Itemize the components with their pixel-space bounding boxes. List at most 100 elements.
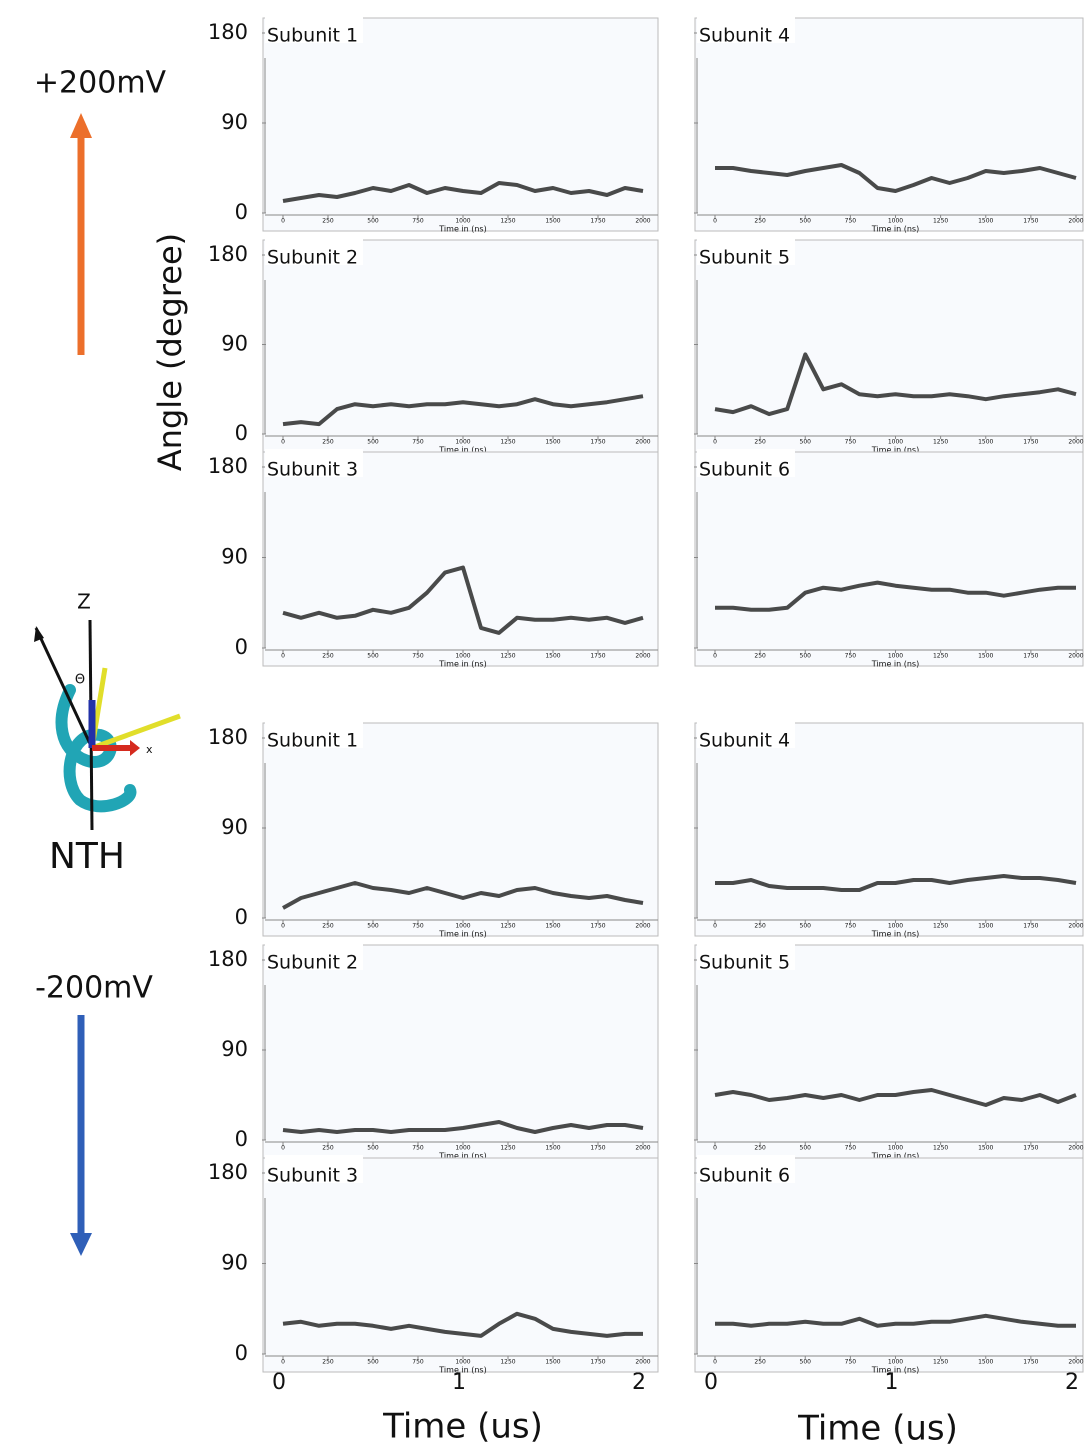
x-tick-label: 1750	[1023, 218, 1038, 225]
x-tick-label: 2000	[1068, 923, 1083, 930]
panel: 0 250 500 750 1000 1250 1500 1750 2000 Time in (n…	[694, 237, 1084, 455]
time-tick-label: 2	[632, 1370, 646, 1395]
x-tick-label: 750	[412, 923, 424, 930]
x-tick-label: 1250	[500, 923, 515, 930]
y-tick-label: 90	[221, 815, 248, 839]
y-tick-label: 180	[208, 725, 248, 749]
panel-title: Subunit 2	[267, 952, 358, 974]
x-tick-label: 0	[281, 1359, 285, 1366]
x-axis-title: Time (us)	[382, 1407, 543, 1447]
y-tick-label: 180	[208, 1160, 248, 1184]
x-tick-label: 2000	[635, 1145, 650, 1152]
x-axis-title: Time (us)	[797, 1409, 958, 1448]
panel: 0 250 500 750 1000 1250 1500 1750 2000 Time in (n…	[694, 720, 1084, 939]
x-tick-label: 2000	[1068, 218, 1083, 225]
data-trace	[715, 163, 1077, 193]
title-bg	[697, 449, 795, 477]
x-tick-label: 1500	[978, 1145, 993, 1152]
panel-frame	[694, 451, 1084, 667]
x-tick-label: 2000	[1068, 439, 1083, 446]
x-tick-label: 1250	[933, 218, 948, 225]
panel-frame	[694, 239, 1084, 453]
x-tick-label: 1750	[590, 653, 605, 660]
panel: 0 90 180 0 250 500 750 1000 1250 1500 1750 2000 Time…	[208, 720, 659, 939]
molecule-diagram	[34, 619, 181, 831]
y-tick-label: 0	[235, 905, 248, 929]
x-tick-label: 1250	[933, 923, 948, 930]
axis-letter: x	[146, 743, 153, 756]
y-tick-label: 0	[235, 200, 248, 224]
x-tick-label: 1000	[455, 653, 470, 660]
x-tick-label: 1500	[545, 1145, 560, 1152]
x-tick-label: 1000	[888, 1359, 903, 1366]
panel-frame	[262, 1157, 659, 1373]
x-tick-label: 250	[322, 1359, 334, 1366]
x-tick-label: 1500	[545, 439, 560, 446]
title-bg	[265, 449, 363, 477]
x-tick-label: 1000	[888, 218, 903, 225]
y-tick-label: 90	[221, 1037, 248, 1061]
x-tick-label: 0	[281, 923, 285, 930]
x-tick-label: 1000	[455, 923, 470, 930]
x-tick-label: 1750	[590, 923, 605, 930]
y-tick-label: 0	[235, 1127, 248, 1151]
x-tick-label: 500	[800, 218, 812, 225]
x-tick-label: 0	[281, 1145, 285, 1152]
x-axis-label: Time in (ns)	[438, 1366, 486, 1375]
x-tick-label: 250	[754, 653, 766, 660]
y-tick-label: 180	[208, 454, 248, 478]
x-tick-label: 1500	[545, 218, 560, 225]
panel-title: Subunit 1	[267, 730, 358, 752]
panel-title: Subunit 4	[699, 730, 790, 752]
panel-title: Subunit 5	[699, 247, 790, 269]
x-tick-label: 0	[713, 218, 717, 225]
x-tick-label: 1500	[978, 1359, 993, 1366]
x-tick-label: 750	[845, 653, 857, 660]
x-axis-label: Time in (ns)	[438, 225, 486, 234]
x-tick-label: 250	[754, 439, 766, 446]
title-bg	[265, 237, 363, 265]
x-tick-label: 750	[845, 1145, 857, 1152]
x-axis-label: Time in (ns)	[438, 930, 486, 939]
x-axis-label: Time in (ns)	[438, 446, 486, 455]
y-tick-label: 0	[235, 421, 248, 445]
x-tick-label: 0	[713, 439, 717, 446]
x-tick-label: 1000	[455, 1145, 470, 1152]
x-tick-label: 250	[754, 1359, 766, 1366]
title-bg	[697, 237, 795, 265]
x-tick-label: 0	[713, 923, 717, 930]
title-bg	[697, 942, 795, 970]
data-trace	[715, 1313, 1076, 1328]
x-axis-label: Time in (ns)	[871, 660, 919, 669]
x-tick-label: 1750	[590, 218, 605, 225]
x-tick-label: 750	[845, 218, 857, 225]
x-axis-label: Time in (ns)	[871, 225, 919, 234]
panel-frame	[262, 17, 659, 232]
title-bg	[697, 1155, 795, 1183]
panel-frame	[262, 451, 659, 667]
x-tick-label: 1250	[933, 1359, 948, 1366]
title-bg	[265, 15, 363, 43]
x-tick-label: 1250	[500, 653, 515, 660]
x-tick-label: 1750	[1023, 1145, 1038, 1152]
y-axis-title: Angle (degree)	[151, 233, 189, 471]
x-tick-label: 1500	[978, 923, 993, 930]
x-tick-label: 1000	[888, 923, 903, 930]
x-tick-label: 0	[281, 218, 285, 225]
x-tick-label: 1250	[500, 439, 515, 446]
x-tick-label: 2000	[1068, 1359, 1083, 1366]
panel: 0 250 500 750 1000 1250 1500 1750 2000 Time in (n…	[694, 1155, 1084, 1375]
y-tick-label: 90	[221, 332, 248, 356]
x-tick-label: 500	[367, 218, 379, 225]
x-tick-label: 0	[713, 1359, 717, 1366]
x-tick-label: 1000	[888, 653, 903, 660]
x-tick-label: 250	[322, 1145, 334, 1152]
data-trace	[715, 874, 1077, 892]
x-tick-label: 250	[322, 218, 334, 225]
panel-title: Subunit 4	[699, 25, 790, 47]
x-tick-label: 500	[367, 1145, 379, 1152]
x-axis-label: Time in (ns)	[871, 446, 919, 455]
panel-title: Subunit 1	[267, 25, 358, 47]
title-bg	[697, 720, 795, 748]
